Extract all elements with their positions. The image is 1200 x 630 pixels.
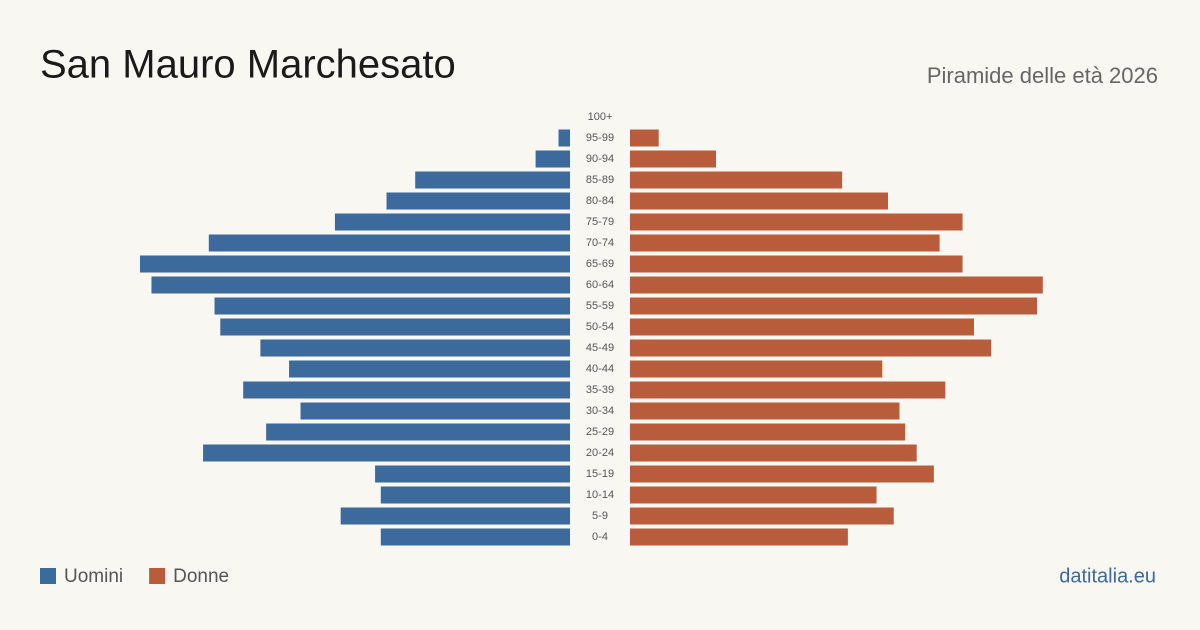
bar bbox=[535, 150, 570, 168]
bar bbox=[260, 339, 570, 357]
bar bbox=[214, 297, 571, 315]
legend-swatch bbox=[149, 568, 166, 584]
age-label: 20-24 bbox=[586, 447, 614, 459]
legend-label: Donne bbox=[173, 566, 229, 587]
bar bbox=[243, 381, 570, 399]
age-label: 100+ bbox=[588, 111, 613, 123]
age-label: 50-54 bbox=[586, 321, 614, 333]
age-label: 60-64 bbox=[586, 279, 614, 291]
bar bbox=[630, 213, 963, 231]
source[interactable]: datitalia.eu bbox=[1059, 565, 1156, 587]
age-label: 55-59 bbox=[586, 300, 614, 312]
age-label: 10-14 bbox=[586, 489, 614, 501]
bar bbox=[203, 444, 571, 462]
bar bbox=[630, 318, 974, 336]
bar bbox=[386, 192, 570, 210]
age-label: 75-79 bbox=[586, 216, 614, 228]
bar bbox=[630, 171, 843, 189]
bar bbox=[630, 339, 992, 357]
bar bbox=[630, 360, 883, 378]
bar bbox=[630, 402, 900, 420]
bar bbox=[334, 213, 570, 231]
bar bbox=[630, 255, 963, 273]
bar bbox=[630, 381, 946, 399]
age-label: 80-84 bbox=[586, 195, 614, 207]
age-label: 30-34 bbox=[586, 405, 614, 417]
age-label: 15-19 bbox=[586, 468, 614, 480]
bar bbox=[630, 507, 894, 525]
bar bbox=[630, 528, 848, 546]
bar bbox=[558, 129, 570, 147]
bar bbox=[630, 192, 888, 210]
age-label: 90-94 bbox=[586, 153, 614, 165]
bar bbox=[630, 150, 716, 168]
bar bbox=[375, 465, 570, 483]
bar bbox=[630, 297, 1038, 315]
age-label: 5-9 bbox=[592, 510, 608, 522]
age-label: 0-4 bbox=[592, 531, 608, 543]
age-label: 25-29 bbox=[586, 426, 614, 438]
bar bbox=[220, 318, 570, 336]
legend-label: Uomini bbox=[64, 566, 123, 587]
bar bbox=[630, 129, 659, 147]
bar bbox=[630, 423, 906, 441]
bar bbox=[380, 528, 570, 546]
bar bbox=[380, 486, 570, 504]
age-label: 70-74 bbox=[586, 237, 614, 249]
bar bbox=[208, 234, 571, 252]
age-label: 85-89 bbox=[586, 174, 614, 186]
bar bbox=[340, 507, 570, 525]
age-label: 45-49 bbox=[586, 342, 614, 354]
bar bbox=[289, 360, 570, 378]
bar bbox=[630, 276, 1043, 294]
age-label: 35-39 bbox=[586, 384, 614, 396]
bar bbox=[630, 486, 877, 504]
age-label: 95-99 bbox=[586, 132, 614, 144]
bar bbox=[630, 234, 940, 252]
bar bbox=[300, 402, 570, 420]
bar bbox=[415, 171, 570, 189]
chart-subtitle: Piramide delle età 2026 bbox=[927, 63, 1158, 88]
legend-swatch bbox=[40, 568, 56, 584]
bar bbox=[630, 465, 934, 483]
chart-title: San Mauro Marchesato bbox=[40, 43, 456, 87]
bar bbox=[630, 444, 917, 462]
bar bbox=[151, 276, 570, 294]
age-label: 65-69 bbox=[586, 258, 614, 270]
bar bbox=[140, 255, 570, 273]
bar bbox=[266, 423, 570, 441]
age-label: 40-44 bbox=[586, 363, 614, 375]
